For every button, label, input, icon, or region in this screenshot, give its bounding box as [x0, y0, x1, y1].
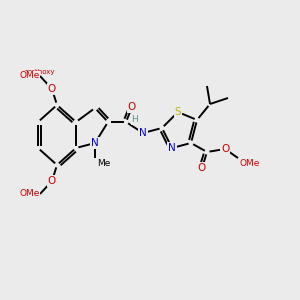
Text: O: O [48, 176, 56, 186]
Text: OMe: OMe [20, 190, 40, 199]
Text: S: S [175, 107, 181, 117]
Text: N: N [139, 128, 147, 138]
Text: Me: Me [97, 159, 110, 168]
Text: methoxy: methoxy [25, 69, 55, 75]
Text: OMe: OMe [20, 71, 40, 80]
Text: O: O [221, 144, 229, 154]
Text: H: H [132, 116, 138, 124]
Text: OMe: OMe [240, 159, 260, 168]
Text: N: N [91, 138, 99, 148]
Text: O: O [198, 163, 206, 173]
Text: O: O [128, 102, 136, 112]
Text: O: O [48, 84, 56, 94]
Text: N: N [168, 143, 176, 153]
